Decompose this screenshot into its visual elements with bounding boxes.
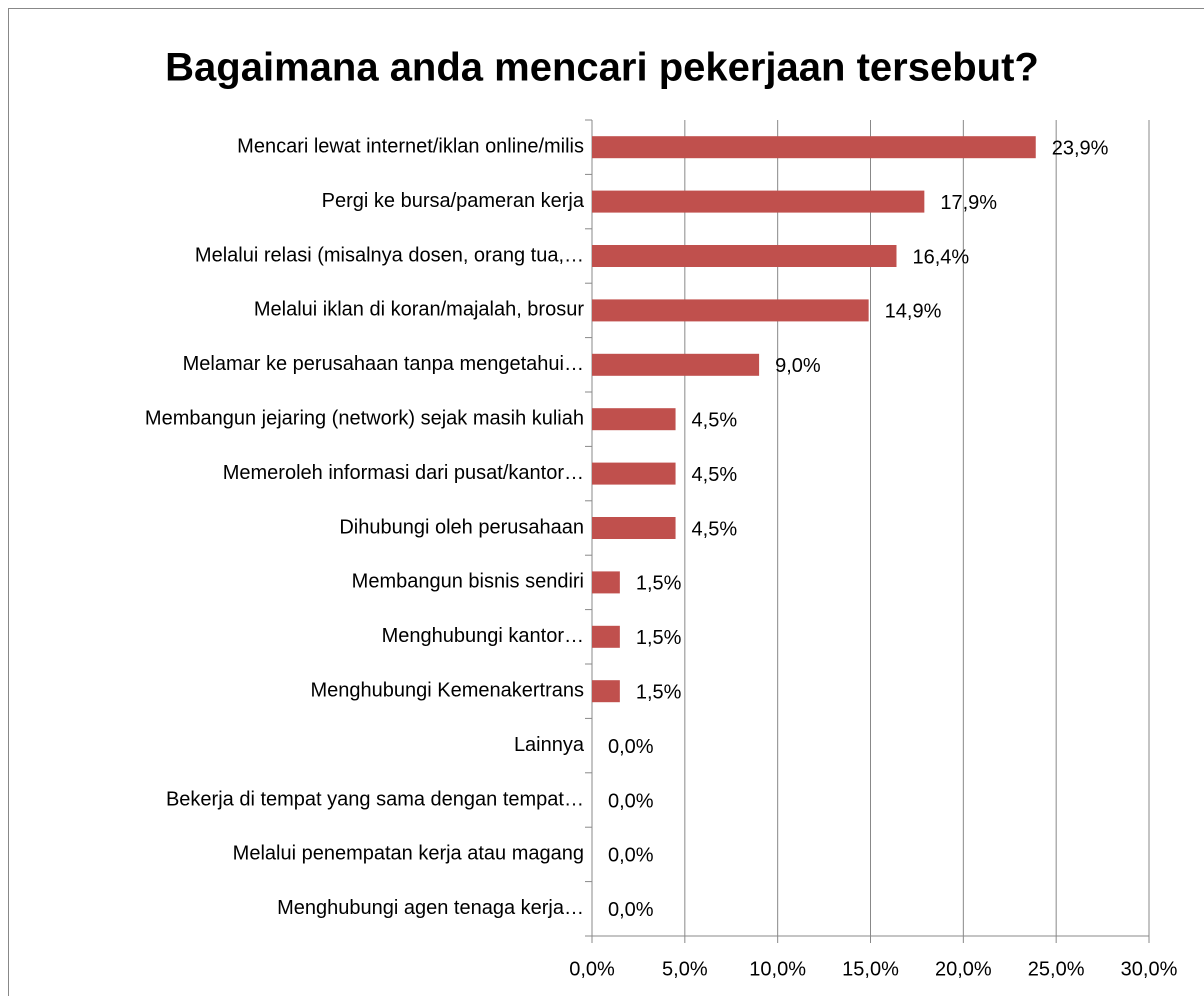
data-label: 23,9% — [1052, 137, 1109, 159]
data-label: 4,5% — [692, 409, 738, 431]
x-tick-label: 15,0% — [842, 958, 899, 980]
data-label: 14,9% — [885, 301, 942, 323]
bar — [592, 462, 676, 485]
y-tick-label: Membangun bisnis sendiri — [352, 571, 584, 593]
data-label: 4,5% — [692, 464, 738, 486]
x-tick-label: 5,0% — [662, 958, 708, 980]
chart-title: Bagaimana anda mencari pekerjaan tersebu… — [165, 46, 1039, 90]
y-tick-label: Menghubungi kantor… — [382, 625, 584, 647]
bar — [592, 625, 620, 648]
y-tick-label: Melalui iklan di koran/majalah, brosur — [254, 299, 584, 321]
y-tick-label: Memeroleh informasi dari pusat/kantor… — [223, 462, 584, 484]
y-tick-label: Melalui relasi (misalnya dosen, orang tu… — [195, 244, 584, 266]
x-tick-label: 0,0% — [569, 958, 615, 980]
bar — [592, 299, 869, 322]
y-tick-label: Melalui penempatan kerja atau magang — [233, 843, 584, 865]
y-tick-label: Pergi ke bursa/pameran kerja — [322, 190, 585, 212]
bar — [592, 517, 676, 539]
y-tick-label: Dihubungi oleh perusahaan — [339, 516, 584, 538]
data-label: 1,5% — [636, 573, 682, 595]
bar — [592, 245, 897, 267]
y-tick-label: Bekerja di tempat yang sama dengan tempa… — [166, 788, 584, 810]
x-tick-label: 10,0% — [749, 958, 806, 980]
data-label: 0,0% — [608, 736, 654, 758]
bar — [592, 408, 676, 431]
x-tick-label: 25,0% — [1028, 958, 1085, 980]
x-tick-label: 30,0% — [1121, 958, 1178, 980]
bar — [592, 571, 620, 594]
data-label: 4,5% — [692, 518, 738, 540]
data-label: 17,9% — [940, 192, 997, 214]
bar — [592, 190, 925, 213]
y-tick-label: Mencari lewat internet/iklan online/mili… — [237, 135, 584, 157]
bar — [592, 680, 620, 703]
y-tick-label: Melamar ke perusahaan tanpa mengetahui… — [183, 353, 584, 375]
data-label: 1,5% — [636, 627, 682, 649]
y-tick-label: Menghubungi Kemenakertrans — [310, 679, 584, 701]
data-label: 9,0% — [775, 355, 821, 377]
data-label: 0,0% — [608, 845, 654, 867]
x-tick-label: 20,0% — [935, 958, 992, 980]
bar — [592, 353, 760, 376]
y-tick-label: Lainnya — [514, 734, 585, 756]
y-tick-label: Membangun jejaring (network) sejak masih… — [145, 407, 584, 429]
chart-border — [8, 8, 1204, 996]
bar — [592, 136, 1036, 159]
data-label: 0,0% — [608, 790, 654, 812]
data-label: 0,0% — [608, 899, 654, 921]
data-label: 1,5% — [636, 681, 682, 703]
y-tick-label: Menghubungi agen tenaga kerja… — [277, 897, 584, 919]
data-label: 16,4% — [912, 246, 969, 268]
